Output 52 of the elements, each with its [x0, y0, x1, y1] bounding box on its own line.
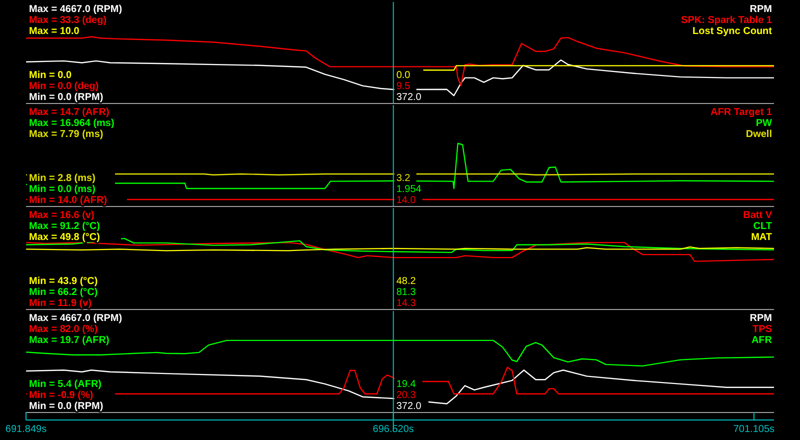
series-label: MAT [751, 232, 772, 243]
x-tick-label: 701.105s [733, 424, 775, 435]
y3-tick-label: Max = 7.79 (ms) [29, 129, 104, 140]
y2-tick-label: Max = 33.3 (deg) [29, 15, 107, 26]
text: TPS [752, 324, 772, 335]
text: AFR Target 1 [710, 107, 772, 118]
y3-tick-label: Min = 43.9 (°C) [29, 276, 98, 287]
y3-tick-label: Min = 0.0 [29, 70, 72, 81]
text: SPK: Spark Table 1 [681, 15, 772, 26]
annotation: 20.3 [396, 390, 416, 401]
y2-tick-label: Min = 66.2 (°C) [29, 287, 98, 298]
annotation: 14.3 [396, 298, 416, 309]
y3-tick-label: Max = 10.0 [29, 26, 80, 37]
y-tick-label: Min = 14.0 (AFR) [29, 195, 108, 206]
y2-tick-label: Max = 91.2 (°C) [29, 221, 100, 232]
annotation: 14.0 [396, 195, 416, 206]
annotation: 372.0 [396, 92, 422, 103]
y-tick-label: Max = 4667.0 (RPM) [29, 4, 122, 15]
y3-tick-label: Max = 49.8 (°C) [29, 232, 100, 243]
annotation: 81.3 [396, 287, 416, 298]
x-tick-label: 691.849s [5, 424, 47, 435]
annotation: 19.4 [396, 379, 416, 390]
y2-tick-label: Max = 16.964 (ms) [29, 118, 114, 129]
y3-tick-label: Min = 2.8 (ms) [29, 173, 96, 184]
x-tick-label: 696.520s [372, 424, 414, 435]
text: RPM [750, 313, 772, 324]
annotation: 0.0 [396, 70, 411, 81]
y3-tick-label: Min = 5.4 (AFR) [29, 379, 102, 390]
y2-tick-label: Min = 0.0 (deg) [29, 81, 99, 92]
y-tick-label: Max = 14.7 (AFR) [29, 107, 110, 118]
y-tick-label: Max = 4667.0 (RPM) [29, 313, 122, 324]
text: Batt V [743, 210, 772, 221]
annotation: 48.2 [396, 276, 416, 287]
series-label: CLT [753, 221, 772, 232]
line-series [25, 242, 775, 262]
annotation: 9.5 [396, 81, 411, 92]
y3-tick-label: Max = 19.7 (AFR) [29, 335, 110, 346]
text: Lost Sync Count [692, 26, 773, 37]
text: PW [756, 118, 773, 129]
annotation: 372.0 [396, 401, 422, 412]
y-tick-label: Min = 0.0 (RPM) [29, 92, 104, 103]
annotation: 3.2 [396, 173, 411, 184]
y2-tick-label: Max = 82.0 (%) [29, 324, 98, 335]
y2-tick-label: Min = -0.9 (%) [29, 390, 94, 401]
y-tick-label: Max = 16.6 (v) [29, 210, 94, 221]
y-tick-label: Min = 0.0 (RPM) [29, 401, 104, 412]
y2-tick-label: Min = 0.0 (ms) [29, 184, 96, 195]
y-tick-label: Min = 11.9 (v) [29, 298, 92, 309]
text: RPM [750, 4, 772, 15]
series-label: AFR [751, 335, 773, 346]
annotation: 1.954 [396, 184, 422, 195]
text: Dwell [746, 129, 772, 140]
